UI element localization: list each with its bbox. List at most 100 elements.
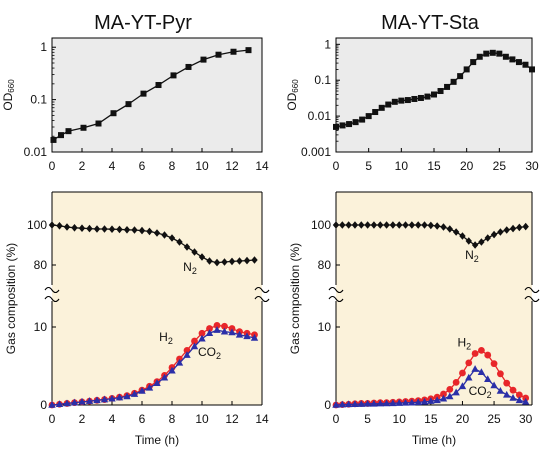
sta_gas-point: [370, 399, 378, 407]
pyr_gas-point: [206, 257, 213, 265]
sta_gas-point: [332, 401, 340, 408]
sta_od-point: [515, 59, 522, 66]
pyr_od-x-tick-label: 8: [169, 159, 176, 173]
pyr_gas-point: [56, 222, 63, 230]
sta_gas-point: [427, 397, 435, 404]
pyr_od-point: [65, 128, 72, 135]
sta_od-point: [424, 93, 431, 100]
sta_gas-axis-break-left: [328, 286, 344, 294]
sta_gas-axis-break-right: [524, 286, 540, 294]
sta_od-point: [470, 59, 477, 66]
sta_od-point: [502, 53, 509, 60]
pyr_gas-point: [123, 392, 131, 400]
sta_gas-point: [395, 399, 403, 406]
sta_gas-point: [478, 347, 485, 354]
pyr_gas-point: [131, 226, 138, 234]
pyr_gas-point: [63, 223, 71, 231]
pyr_gas-x-tick-label: 4: [109, 412, 116, 426]
sta_gas-point: [414, 221, 422, 229]
pyr_gas-point: [153, 229, 161, 237]
sta_gas-point: [358, 221, 365, 229]
sta_gas-point: [389, 221, 397, 229]
sta_gas-point: [478, 238, 485, 246]
sta_od-point: [444, 83, 451, 90]
sta_gas-point: [465, 373, 473, 381]
pyr_gas-point: [116, 225, 123, 234]
pyr_gas-point: [48, 401, 56, 408]
pyr_od-point: [215, 51, 222, 58]
pyr_gas-point: [221, 258, 228, 266]
sta_gas-point: [439, 394, 448, 402]
sta_gas-axis-break-left: [328, 295, 344, 303]
pyr_gas-point: [78, 397, 86, 405]
pyr_gas-point: [236, 257, 243, 265]
sta_gas-x-tick-label: 25: [487, 412, 501, 426]
sta_od-point: [411, 95, 418, 102]
sta_gas-point: [338, 400, 347, 408]
pyr_od-point: [110, 110, 117, 117]
pyr_gas-point: [108, 394, 116, 402]
sta_od-point: [372, 109, 379, 116]
pyr_gas-point: [213, 322, 221, 329]
sta_gas-point: [408, 221, 416, 229]
sta_gas-point: [490, 381, 498, 389]
pyr_gas-axis-break-right: [254, 286, 270, 294]
sta_od-y-tick-label: 1: [324, 37, 331, 51]
pyr_gas-point: [48, 221, 56, 229]
sta_gas-annotation: N2: [465, 248, 479, 264]
sta_gas-y-tick-label: 0: [324, 398, 331, 412]
sta_od-point: [496, 50, 503, 57]
sta_gas-point: [402, 221, 409, 229]
pyr_gas-point: [153, 379, 161, 386]
sta_gas-point: [332, 221, 340, 229]
pyr_gas-point: [198, 329, 206, 337]
sta_od-point: [352, 119, 359, 126]
sta_gas-point: [401, 398, 410, 406]
pyr_od-point: [185, 63, 192, 70]
sta_gas-point: [351, 221, 359, 229]
sta_gas-point: [516, 223, 523, 232]
sta_gas-point: [515, 391, 523, 399]
pyr_gas-point: [71, 224, 78, 232]
sta_gas-point: [446, 392, 454, 400]
pyr_gas-point: [228, 257, 236, 266]
pyr_gas-point: [145, 383, 154, 391]
pyr_gas-point: [115, 393, 124, 401]
sta_gas-point: [446, 225, 454, 233]
sta_gas-point: [452, 228, 460, 236]
pyr_gas-y-axis-label: Gas composition (%): [4, 243, 18, 354]
sta_gas-y-tick-label: 10: [318, 320, 332, 334]
sta_gas-annotation: CO2: [469, 384, 492, 400]
sta_od-series-0: [333, 49, 535, 130]
pyr_gas-point: [243, 332, 251, 340]
sta_gas-point: [389, 399, 397, 407]
sta_od-x-tick-label: 15: [427, 159, 441, 173]
pyr_gas-point: [220, 327, 229, 335]
sta_gas-point: [496, 370, 504, 378]
sta_gas-point: [471, 350, 479, 357]
sta_gas-point: [471, 365, 479, 372]
sta_gas-point: [490, 360, 498, 368]
sta_od-x-tick-label: 10: [395, 159, 409, 173]
sta_od-point: [509, 56, 516, 63]
pyr_od-series-0: [50, 47, 252, 143]
sta_gas-point: [376, 399, 384, 407]
pyr_gas-x-tick-label: 12: [225, 412, 239, 426]
pyr_gas-point: [85, 397, 94, 404]
pyr_gas-axis-break-right: [254, 295, 270, 303]
sta_gas-point: [420, 397, 429, 405]
sta_od-x-tick-label: 25: [493, 159, 507, 173]
sta_od-point: [404, 97, 411, 104]
pyr_gas-point: [160, 373, 169, 381]
sta_gas-point: [458, 382, 467, 390]
pyr_od-y-tick-label: 1: [40, 40, 47, 54]
pyr_gas-point: [55, 400, 64, 408]
pyr_od-point: [245, 47, 252, 54]
sta_gas-point: [503, 390, 511, 398]
sta_gas-point: [452, 378, 460, 386]
pyr_gas-point: [86, 224, 93, 233]
pyr_gas-point: [191, 337, 198, 345]
sta_gas-point: [503, 226, 510, 234]
sta_od-point: [457, 73, 464, 80]
